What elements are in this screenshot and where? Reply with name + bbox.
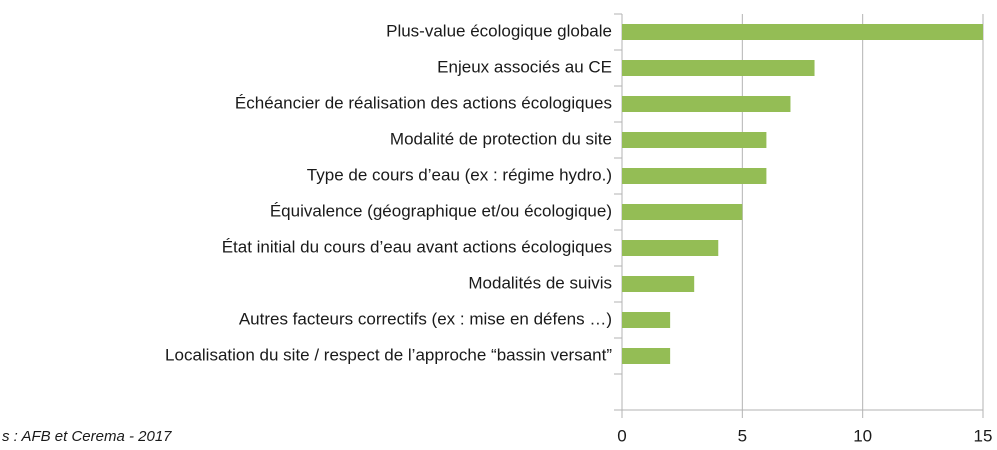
bar [622,96,791,112]
y-tick-label: Enjeux associés au CE [437,57,612,76]
y-tick-label: Autres facteurs correctifs (ex : mise en… [239,309,612,328]
x-tick-label: 10 [853,426,872,445]
bar [622,60,815,76]
y-tick-label: Localisation du site / respect de l’appr… [165,345,612,364]
source-note: s : AFB et Cerema - 2017 [2,428,172,445]
bar [622,312,671,328]
bar [622,168,767,184]
bar [622,24,983,40]
y-tick-label: Équivalence (géographique et/ou écologiq… [270,201,612,220]
bar [622,348,671,364]
y-tick-label: Modalités de suivis [468,273,612,292]
y-tick-label: Type de cours d’eau (ex : régime hydro.) [307,165,612,184]
bar [622,204,743,220]
bar [622,276,695,292]
x-tick-label: 15 [974,426,993,445]
y-tick-label: Modalité de protection du site [390,129,612,148]
bar [622,240,719,256]
y-tick-label: Échéancier de réalisation des actions éc… [235,93,612,112]
y-tick-label: État initial du cours d’eau avant action… [222,237,612,256]
y-tick-label: Plus-value écologique globale [386,21,612,40]
x-tick-label: 5 [738,426,747,445]
x-tick-label: 0 [617,426,626,445]
bar [622,132,767,148]
